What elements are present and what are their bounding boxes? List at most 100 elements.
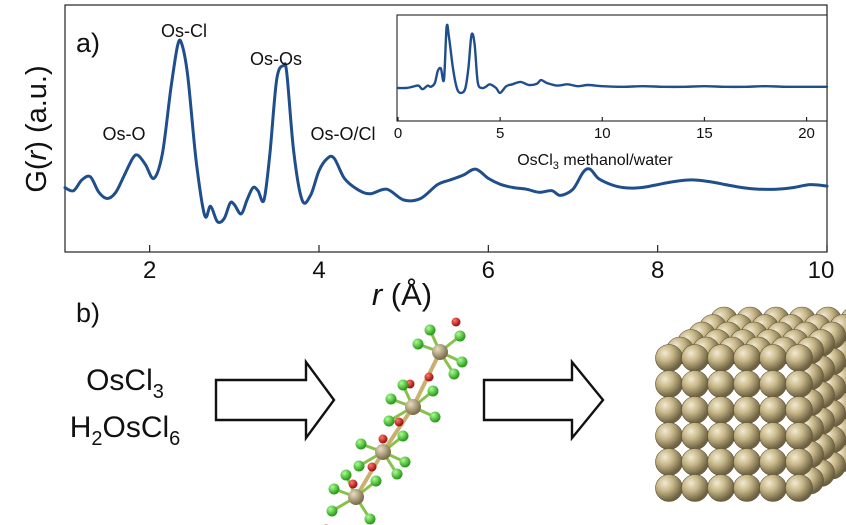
inset-plot: 0 5 10 15 20 OsCl3 methanol/water	[394, 14, 829, 172]
nanoparticle-atom	[785, 422, 813, 450]
y-axis-label: G(r) (a.u.)	[21, 65, 53, 192]
oxygen-atom	[367, 462, 377, 472]
main-gr-curve	[63, 38, 829, 224]
chlorine-atom	[427, 385, 439, 397]
oxygen-atom	[348, 479, 358, 489]
precursor-oscl3: OsCl3	[86, 364, 164, 403]
nanoparticle-atom	[733, 370, 761, 398]
y-axis-label-pre: G(	[21, 160, 53, 193]
panel-a: 2 4 6 8 10 G(r) (a.u.) r (Å) a) Os-Cl Os-O O…	[21, 4, 835, 312]
panel-b-label: b)	[76, 298, 100, 328]
peak-label-os-os: Os-Os	[250, 49, 302, 69]
chlorine-atom	[328, 483, 340, 495]
x-tick-label: 15	[696, 125, 713, 142]
inset-x-label-sub: 3	[553, 160, 559, 172]
chlorine-atom	[412, 338, 424, 350]
nanoparticle-atom	[681, 370, 709, 398]
precursor-oscl3-sub: 3	[153, 381, 164, 403]
chlorine-atom	[340, 469, 352, 481]
precursor-h2oscl6-sub2: 6	[169, 428, 180, 450]
osmium-atom	[375, 444, 391, 460]
nanoparticle-atom	[759, 370, 787, 398]
nanoparticle-atom	[655, 344, 683, 372]
nanoparticle-atom	[785, 370, 813, 398]
nanoparticle-atom	[733, 474, 761, 502]
nanoparticle-atom	[707, 370, 735, 398]
precursor-h2oscl6-sub1: 2	[91, 428, 102, 450]
x-tick-label: 10	[808, 257, 835, 284]
nanoparticle-atom	[681, 344, 709, 372]
x-tick-label: 2	[143, 257, 156, 284]
peak-label-os-o: Os-O	[103, 124, 146, 144]
peak-label-os-o-cl: Os-O/Cl	[311, 124, 376, 144]
nanoparticle-atom	[707, 422, 735, 450]
nanoparticle-atom	[759, 396, 787, 424]
inset-x-ticks: 0 5 10 15 20	[394, 117, 815, 142]
nanoparticle-atom	[655, 422, 683, 450]
nanoparticle-atom	[785, 396, 813, 424]
nanoparticle-atom	[681, 396, 709, 424]
x-axis-label-italic: r	[372, 277, 384, 312]
nanoparticle-atom	[785, 344, 813, 372]
nanoparticle-atom	[759, 448, 787, 476]
chlorine-atom	[383, 415, 395, 427]
nanoparticle-atom	[681, 474, 709, 502]
chlorine-atom	[364, 513, 376, 525]
chlorine-atom	[385, 393, 397, 405]
panel-a-label: a)	[76, 28, 100, 58]
x-tick-label: 8	[651, 257, 664, 284]
nanoparticle-atom	[681, 422, 709, 450]
oxygen-atom	[378, 434, 388, 444]
nanoparticle-atom	[707, 448, 735, 476]
osmium-nanoparticle-model	[655, 306, 846, 502]
chlorine-atom	[448, 368, 460, 380]
chlorine-atom	[391, 468, 403, 480]
x-tick-label: 5	[496, 125, 504, 142]
inset-x-label-rest: methanol/water	[559, 152, 674, 169]
nanoparticle-atom	[733, 448, 761, 476]
nanoparticle-atom	[655, 474, 683, 502]
osmium-atom	[432, 344, 448, 360]
nanoparticle-atom	[733, 396, 761, 424]
nanoparticle-atom	[733, 344, 761, 372]
oxygen-atom	[424, 372, 434, 382]
bond	[381, 405, 415, 454]
precursor-h2oscl6-a: H	[70, 411, 92, 444]
bond	[354, 450, 385, 499]
x-tick-label: 20	[798, 125, 815, 142]
chlorine-atom	[353, 460, 365, 472]
osmium-chloride-chain-model	[323, 317, 468, 525]
precursor-h2oscl6-b: OsCl	[103, 411, 170, 444]
chlorine-atom	[454, 330, 466, 342]
nanoparticle-atom	[655, 448, 683, 476]
x-tick-label: 4	[312, 257, 325, 284]
nanoparticle-atom	[785, 448, 813, 476]
oxygen-atom	[451, 317, 461, 327]
nanoparticle-atom	[681, 448, 709, 476]
nanoparticle-atom	[655, 370, 683, 398]
nanoparticle-atom	[707, 344, 735, 372]
chlorine-atom	[397, 430, 409, 442]
chlorine-atom	[326, 505, 338, 517]
nanoparticle-atom	[785, 474, 813, 502]
x-tick-label: 0	[394, 125, 402, 142]
oxygen-atom	[394, 417, 404, 427]
y-axis-label-italic: r	[21, 149, 53, 160]
precursor-h2oscl6: H2OsCl6	[70, 411, 181, 450]
main-plot-frame	[64, 4, 828, 253]
y-axis-label-post: ) (a.u.)	[21, 65, 53, 150]
nanoparticle-atom	[707, 396, 735, 424]
inset-x-label-main: OsCl	[517, 152, 553, 169]
precursor-oscl3-main: OsCl	[86, 364, 153, 397]
osmium-atom	[348, 489, 364, 505]
nanoparticle-atom	[655, 396, 683, 424]
osmium-atom	[405, 399, 421, 415]
chlorine-atom	[355, 438, 367, 450]
chlorine-atom	[456, 356, 468, 368]
arrow-right-icon	[482, 358, 605, 442]
arrow-right-icon	[214, 358, 336, 442]
nanoparticle-atom	[759, 422, 787, 450]
chlorine-atom	[399, 456, 411, 468]
peak-label-os-cl: Os-Cl	[161, 21, 207, 41]
